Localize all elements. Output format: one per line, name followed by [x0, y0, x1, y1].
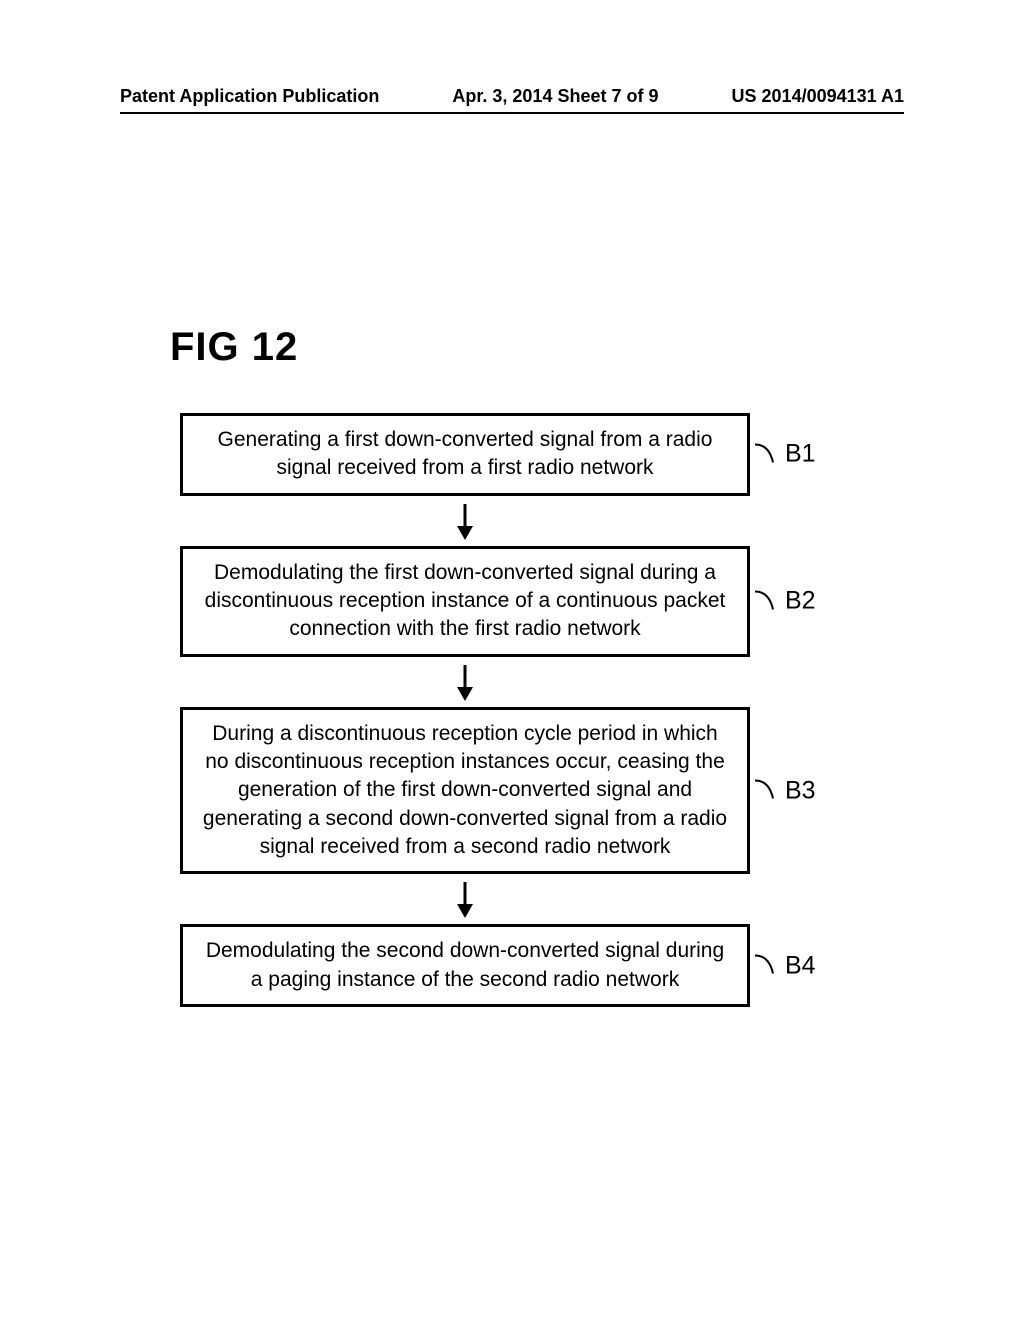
header-rule — [120, 112, 904, 114]
flowchart: Generating a first down-converted signal… — [180, 413, 880, 1015]
flow-step: Generating a first down-converted signal… — [180, 413, 880, 496]
flow-arrow — [180, 665, 750, 701]
figure-title: FIG 12 — [170, 325, 298, 370]
flow-step-label: B2 — [755, 587, 816, 616]
flow-step: During a discontinuous reception cycle p… — [180, 707, 880, 875]
flow-step-label: B3 — [755, 776, 816, 805]
flow-box: Demodulating the first down-converted si… — [180, 546, 750, 657]
header-left: Patent Application Publication — [120, 86, 379, 107]
flow-step: Demodulating the first down-converted si… — [180, 546, 880, 657]
page-header: Patent Application Publication Apr. 3, 2… — [0, 86, 1024, 107]
flow-arrow — [180, 882, 750, 918]
header-center: Apr. 3, 2014 Sheet 7 of 9 — [379, 86, 731, 107]
flow-box: During a discontinuous reception cycle p… — [180, 707, 750, 875]
flow-box: Generating a first down-converted signal… — [180, 413, 750, 496]
flow-step-label-text: B3 — [785, 776, 816, 805]
header-right: US 2014/0094131 A1 — [732, 86, 904, 107]
flow-step-label: B1 — [755, 440, 816, 469]
flow-arrow — [180, 504, 750, 540]
flow-step-label-text: B1 — [785, 440, 816, 469]
flow-box: Demodulating the second down-converted s… — [180, 924, 750, 1007]
flow-step: Demodulating the second down-converted s… — [180, 924, 880, 1007]
flow-step-label-text: B4 — [785, 951, 816, 980]
page: Patent Application Publication Apr. 3, 2… — [0, 0, 1024, 1320]
flow-step-label: B4 — [755, 951, 816, 980]
flow-step-label-text: B2 — [785, 587, 816, 616]
